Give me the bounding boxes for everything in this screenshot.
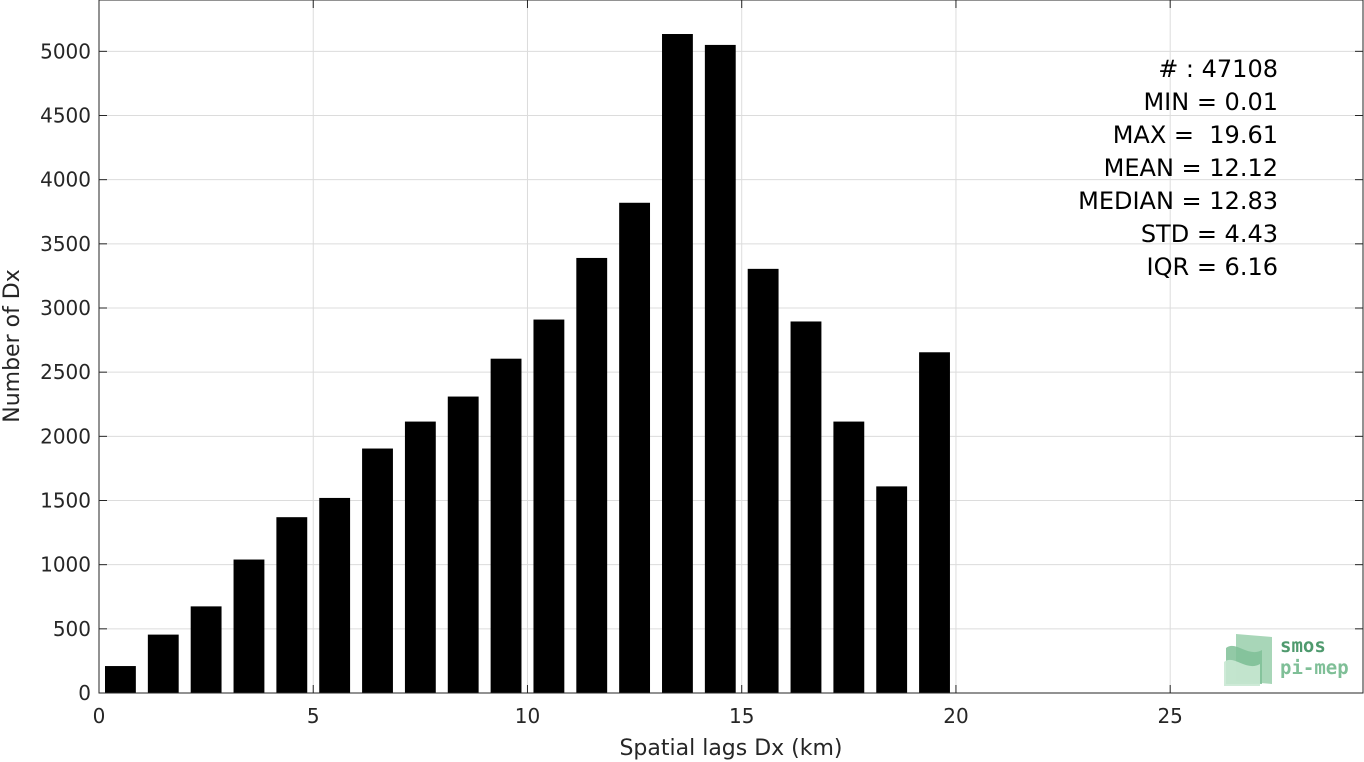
logo-mark-icon (1224, 634, 1272, 686)
y-axis-ticks: 0 500 1000 1500 2000 2500 3000 3500 4000 4500 5000 (40, 39, 1363, 705)
y-tick-label: 2000 (40, 424, 91, 448)
stat-mean: MEAN = 12.12 (1104, 154, 1278, 182)
y-tick-label: 4000 (40, 168, 91, 192)
histogram-bar (104, 666, 136, 693)
y-tick-label: 2500 (40, 360, 91, 384)
x-tick-label: 10 (515, 704, 540, 728)
histogram-bar (276, 517, 308, 693)
histogram-bar (876, 486, 908, 693)
x-tick-label: 0 (93, 704, 106, 728)
y-tick-label: 3500 (40, 232, 91, 256)
stat-iqr: IQR = 6.16 (1147, 253, 1278, 281)
histogram-bar (490, 358, 522, 693)
histogram-bar (576, 257, 608, 693)
x-axis-title: Spatial lags Dx (km) (619, 736, 842, 761)
histogram-bar (447, 396, 479, 693)
stat-std: STD = 4.43 (1141, 220, 1278, 248)
y-axis-title: Number of Dx (0, 269, 25, 423)
histogram-bar (619, 202, 651, 693)
x-tick-label: 20 (943, 704, 968, 728)
histogram-bar (404, 421, 436, 693)
y-tick-label: 1000 (40, 553, 91, 577)
histogram-bar (833, 421, 865, 693)
histogram-bar (704, 44, 736, 693)
histogram-bar (747, 268, 779, 693)
x-axis-ticks: 0 5 10 15 20 25 (93, 0, 1183, 728)
plot-frame (98, 0, 1364, 694)
stat-max: MAX = 19.61 (1113, 121, 1278, 149)
histogram-bar (662, 34, 693, 693)
y-tick-label: 500 (53, 617, 91, 641)
stat-min: MIN = 0.01 (1143, 88, 1278, 116)
histogram-bar (319, 497, 351, 693)
stat-count: # : 47108 (1158, 55, 1278, 83)
logo-text-smos: smos (1280, 635, 1326, 657)
smos-pi-mep-logo: smos pi-mep (1224, 634, 1349, 686)
histogram-bar (790, 321, 822, 693)
bars (104, 34, 950, 693)
histogram-bar (919, 352, 950, 693)
logo-text-pi-mep: pi-mep (1280, 657, 1349, 679)
stat-median: MEDIAN = 12.83 (1078, 187, 1278, 215)
x-tick-label: 5 (307, 704, 320, 728)
y-tick-label: 5000 (40, 39, 91, 63)
histogram-bar (147, 634, 179, 693)
histogram-bar (533, 319, 565, 693)
histogram-bar (190, 606, 222, 693)
histogram-bar (233, 559, 265, 693)
y-tick-label: 3000 (40, 296, 91, 320)
y-tick-label: 0 (78, 681, 91, 705)
y-tick-label: 1500 (40, 489, 91, 513)
y-tick-label: 4500 (40, 104, 91, 128)
x-tick-label: 15 (729, 704, 754, 728)
statistics-annotation: # : 47108 MIN = 0.01 MAX = 19.61 MEAN = … (1078, 55, 1278, 281)
x-tick-label: 25 (1157, 704, 1182, 728)
histogram-bar (362, 448, 393, 693)
